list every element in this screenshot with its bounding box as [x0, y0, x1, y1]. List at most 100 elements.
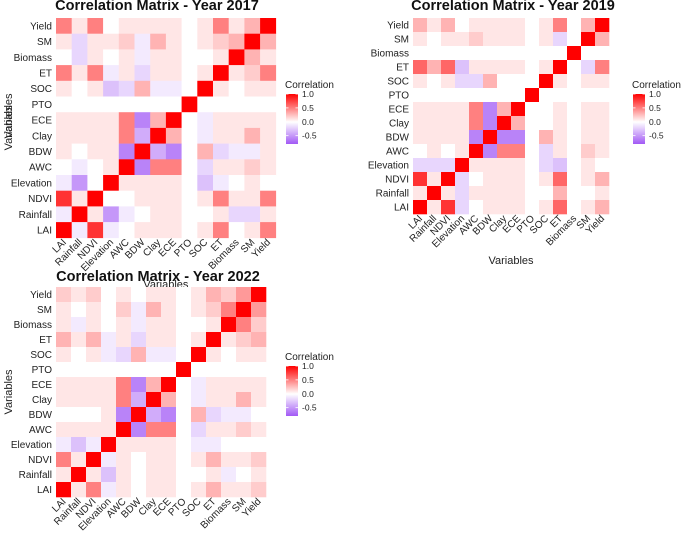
heatmap-cell	[441, 60, 456, 75]
heatmap-cell	[181, 143, 198, 160]
heatmap-cell	[260, 175, 277, 191]
heatmap-cell	[56, 302, 72, 318]
y-tick-label: ET	[39, 335, 52, 346]
heatmap-cell	[228, 80, 245, 97]
heatmap-cell	[197, 65, 214, 82]
heatmap-cell	[197, 49, 214, 66]
heatmap-cell	[56, 49, 72, 66]
y-tick-label: Clay	[32, 395, 52, 406]
heatmap-cell	[427, 186, 442, 201]
heatmap-cell	[469, 130, 484, 145]
heatmap-panel: Correlation Matrix - Year 2022 Yield SM Bio…	[3, 269, 334, 533]
heatmap-cell	[511, 144, 526, 159]
heatmap-cell	[455, 158, 470, 173]
heatmap-cell	[236, 287, 252, 303]
heatmap-cell	[511, 186, 526, 201]
heatmap-cell	[161, 407, 177, 423]
heatmap-cell	[469, 88, 484, 103]
heatmap-cell	[553, 144, 568, 159]
heatmap-cell	[244, 112, 261, 129]
heatmap-cell	[116, 392, 132, 408]
heatmap-cell	[228, 33, 245, 50]
heatmap-cell	[176, 482, 192, 498]
heatmap-cell	[71, 317, 87, 333]
heatmap-cell	[103, 65, 120, 82]
heatmap-cell	[213, 206, 229, 223]
heatmap-cell	[213, 96, 229, 113]
heatmap-cell	[165, 206, 182, 223]
heatmap-cell	[146, 452, 162, 468]
heatmap-cell	[581, 18, 596, 33]
x-tick-label: SOC	[187, 237, 210, 260]
y-tick-label: ECE	[388, 105, 409, 116]
heatmap-cell	[206, 377, 222, 393]
heatmap-cell	[56, 222, 72, 239]
heatmap-cell	[191, 347, 207, 363]
heatmap-cell	[101, 332, 117, 348]
heatmap-cell	[101, 467, 117, 483]
heatmap-cell	[181, 49, 198, 66]
heatmap-cell	[525, 130, 540, 145]
heatmap-cell	[539, 186, 554, 201]
heatmap-cell	[539, 130, 554, 145]
heatmap-cell	[469, 116, 484, 131]
heatmap-cell	[116, 347, 132, 363]
heatmap-cell	[221, 347, 237, 363]
heatmap-cell	[197, 96, 214, 113]
y-tick-label: Elevation	[11, 440, 52, 451]
heatmap-cell	[191, 362, 207, 378]
y-axis-label: Variables	[3, 369, 15, 415]
heatmap-cell	[455, 18, 470, 33]
heatmap-cell	[87, 49, 104, 66]
heatmap-cell	[181, 65, 198, 82]
heatmap-cell	[221, 422, 237, 438]
y-tick-label: Yield	[30, 290, 52, 301]
heatmap-cell	[101, 407, 117, 423]
heatmap-cell	[197, 159, 214, 176]
heatmap-cell	[191, 392, 207, 408]
heatmap-cell	[71, 127, 88, 144]
heatmap-cell	[161, 482, 177, 498]
heatmap-cell	[251, 422, 267, 438]
y-tick-label: PTO	[32, 100, 53, 111]
heatmap-cell	[427, 74, 442, 89]
heatmap-cell	[150, 190, 167, 207]
heatmap-cell	[497, 158, 512, 173]
heatmap-cell	[134, 65, 151, 82]
heatmap-cell	[87, 112, 104, 129]
heatmap-cell	[469, 74, 484, 89]
heatmap-cell	[260, 206, 277, 223]
heatmap-cell	[483, 88, 498, 103]
heatmap-cell	[87, 222, 104, 239]
x-tick-label: Yield	[250, 237, 273, 260]
heatmap-cell	[595, 186, 610, 201]
heatmap-cell	[86, 377, 102, 393]
heatmap-cell	[221, 392, 237, 408]
heatmap-cell	[539, 158, 554, 173]
heatmap-cell	[213, 49, 229, 66]
heatmap-cell	[131, 392, 147, 408]
heatmap-cell	[497, 172, 512, 187]
heatmap-cell	[191, 482, 207, 498]
heatmap-cell	[56, 65, 72, 82]
heatmap-cell	[87, 206, 104, 223]
y-tick-label: Yield	[30, 21, 52, 32]
heatmap-cell	[497, 130, 512, 145]
heatmap-cell	[131, 407, 147, 423]
heatmap-cell	[118, 143, 135, 160]
heatmap-cell	[191, 317, 207, 333]
heatmap-cell	[441, 102, 456, 117]
heatmap-cell	[71, 112, 88, 129]
heatmap-cell	[228, 127, 245, 144]
heatmap-cell	[251, 437, 267, 453]
legend-title: Correlation	[285, 80, 334, 91]
heatmap-cell	[165, 18, 182, 34]
heatmap-cell	[413, 74, 428, 89]
heatmap-cell	[413, 88, 428, 103]
heatmap-cell	[165, 222, 182, 239]
heatmap-cell	[539, 60, 554, 75]
heatmap-cell	[56, 392, 72, 408]
heatmap-cell	[71, 49, 88, 66]
heatmap-cell	[116, 407, 132, 423]
heatmap-cell	[236, 407, 252, 423]
